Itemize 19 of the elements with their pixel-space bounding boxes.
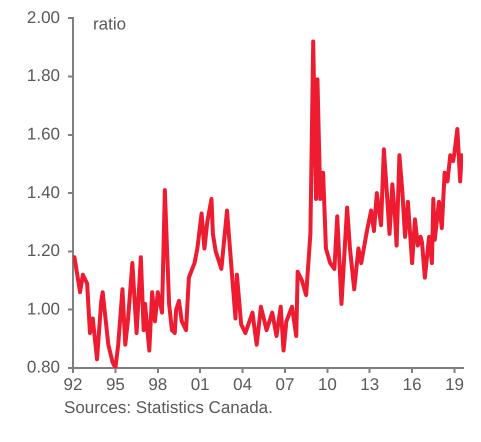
x-tick-label: 04: [233, 374, 252, 394]
x-tick-label: 19: [445, 374, 464, 394]
x-tick-label: 10: [318, 374, 337, 394]
x-tick-label: 13: [360, 374, 380, 394]
y-tick-label: 1.00: [26, 299, 60, 318]
y-tick-label: 2.00: [26, 8, 60, 27]
y-tick-label: 1.40: [26, 182, 60, 202]
y-axis-title: ratio: [93, 14, 126, 34]
x-tick-label: 07: [275, 374, 294, 394]
y-tick-label: 1.60: [26, 124, 60, 144]
source-note: Sources: Statistics Canada.: [64, 398, 274, 418]
x-tick-label: 01: [190, 374, 210, 394]
x-tick-label: 95: [106, 374, 125, 394]
y-tick-label: 1.80: [26, 66, 60, 86]
y-tick-label: 1.20: [26, 241, 60, 260]
x-tick-label: 98: [148, 374, 168, 394]
x-tick-label: 92: [64, 374, 82, 394]
x-tick-label: 16: [402, 374, 422, 394]
y-tick-label: 0.80: [26, 358, 60, 377]
